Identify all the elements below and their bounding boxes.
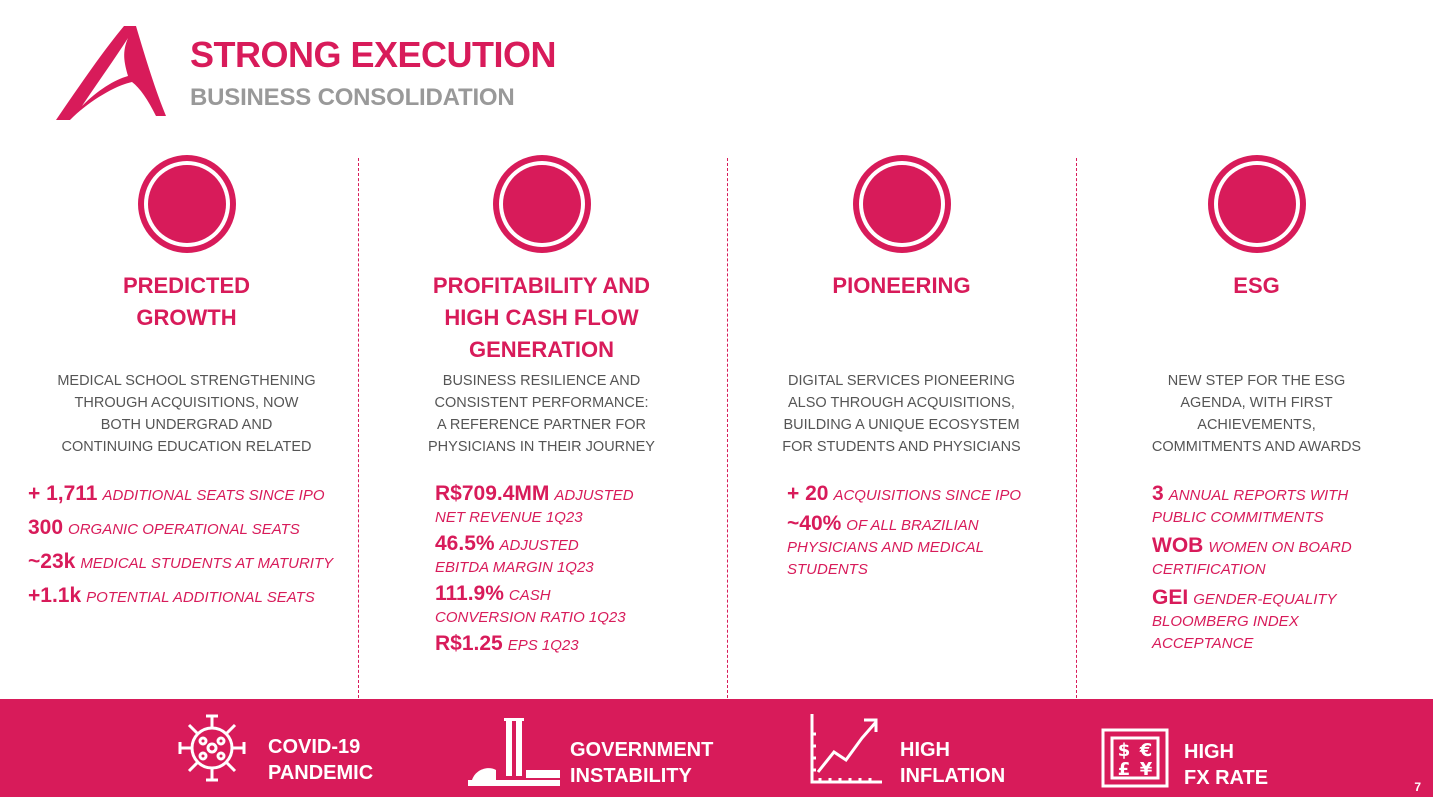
column-description: BUSINESS RESILIENCE AND CONSISTENT PERFOR… — [428, 373, 655, 455]
congress-building-icon — [468, 718, 560, 786]
risk-label: HIGH INFLATION — [900, 739, 1006, 787]
stats-list: + 1,711 ADDITIONAL SEATS SINCE IPO 300 ORG… — [28, 483, 333, 619]
company-logo — [56, 26, 166, 120]
stat-item: WOB WOMEN ON BOARD CERTIFICATION — [1152, 534, 1352, 579]
stat-item: 3 ANNUAL REPORTS WITH PUBLIC COMMITMENTS — [1152, 482, 1349, 527]
circle-badge-icon — [137, 155, 236, 253]
circle-badge-icon — [492, 155, 591, 253]
stats-list: R$709.4MM ADJUSTED NET REVENUE 1Q23 46.5% A… — [435, 483, 634, 667]
column-profitability: PROFITABILITY AND HIGH CASH FLOW GENERATIO… — [370, 152, 713, 697]
risk-fx-rate: $ € £ ¥ HIGH FX RATE — [1100, 699, 1300, 797]
column-description: MEDICAL SCHOOL STRENGTHENING THROUGH ACQU… — [57, 373, 316, 455]
pound-glyph: £ — [1118, 759, 1131, 780]
stats-list: 3 ANNUAL REPORTS WITH PUBLIC COMMITMENTS W… — [1152, 483, 1352, 665]
risk-label: HIGH FX RATE — [1184, 741, 1269, 789]
circle-badge-icon — [852, 155, 951, 253]
column-predicted-growth: PREDICTED GROWTH MEDICAL SCHOOL STRENGTHE… — [20, 152, 353, 697]
page-title: STRONG EXECUTION — [190, 34, 557, 75]
column-divider — [1076, 158, 1077, 698]
column-heading: ESG — [1233, 273, 1280, 298]
risk-inflation: HIGH INFLATION — [806, 699, 1036, 797]
dollar-glyph: $ — [1118, 740, 1131, 761]
column-heading: PREDICTED GROWTH — [122, 273, 251, 330]
column-divider — [727, 158, 728, 698]
column-heading: PIONEERING — [832, 273, 971, 298]
stat-item: +1.1k POTENTIAL ADDITIONAL SEATS — [28, 584, 315, 607]
stat-item: ~23k MEDICAL STUDENTS AT MATURITY — [28, 550, 334, 573]
euro-glyph: € — [1139, 740, 1153, 761]
column-description: DIGITAL SERVICES PIONEERING ALSO THROUGH … — [782, 373, 1021, 455]
stat-item: 300 ORGANIC OPERATIONAL SEATS — [28, 516, 300, 539]
column-description: NEW STEP FOR THE ESG AGENDA, WITH FIRST AC… — [1151, 373, 1362, 455]
page-subtitle: BUSINESS CONSOLIDATION — [190, 84, 515, 111]
risk-government: GOVERNMENT INSTABILITY — [466, 699, 746, 797]
column-esg: ESG NEW STEP FOR THE ESG AGENDA, WITH FIR… — [1090, 152, 1423, 697]
risk-label: GOVERNMENT INSTABILITY — [570, 739, 714, 787]
stat-item: GEI GENDER-EQUALITY BLOOMBERG INDEX ACCEPTA… — [1152, 586, 1337, 653]
column-pioneering: PIONEERING DIGITAL SERVICES PIONEERING AL… — [740, 152, 1063, 697]
virus-icon — [178, 714, 246, 782]
stat-item: + 1,711 ADDITIONAL SEATS SINCE IPO — [28, 482, 325, 505]
risk-label: COVID-19 PANDEMIC — [268, 736, 374, 784]
stat-item: + 20 ACQUISITIONS SINCE IPO — [787, 482, 1021, 505]
stat-item: 46.5% ADJUSTED EBITDA MARGIN 1Q23 — [435, 532, 594, 577]
column-heading: PROFITABILITY AND HIGH CASH FLOW GENERATIO… — [432, 273, 651, 362]
column-divider — [358, 158, 359, 698]
circle-badge-icon — [1207, 155, 1306, 253]
stat-item: ~40% OF ALL BRAZILIAN PHYSICIANS AND MEDIC… — [787, 512, 984, 579]
rising-chart-icon — [810, 714, 882, 784]
risk-covid: COVID-19 PANDEMIC — [170, 699, 410, 797]
page-number: 7 — [1414, 780, 1421, 794]
currency-icon: $ € £ ¥ — [1101, 728, 1169, 788]
stats-list: + 20 ACQUISITIONS SINCE IPO ~40% OF ALL BR… — [787, 483, 1021, 591]
risk-factors-bar: COVID-19 PANDEMIC GOVERNMENT INSTABILITY — [0, 699, 1433, 797]
stat-item: R$1.25 EPS 1Q23 — [435, 632, 579, 655]
yen-glyph: ¥ — [1140, 759, 1153, 780]
stat-item: 111.9% CASH CONVERSION RATIO 1Q23 — [435, 582, 626, 627]
stat-item: R$709.4MM ADJUSTED NET REVENUE 1Q23 — [435, 482, 634, 527]
